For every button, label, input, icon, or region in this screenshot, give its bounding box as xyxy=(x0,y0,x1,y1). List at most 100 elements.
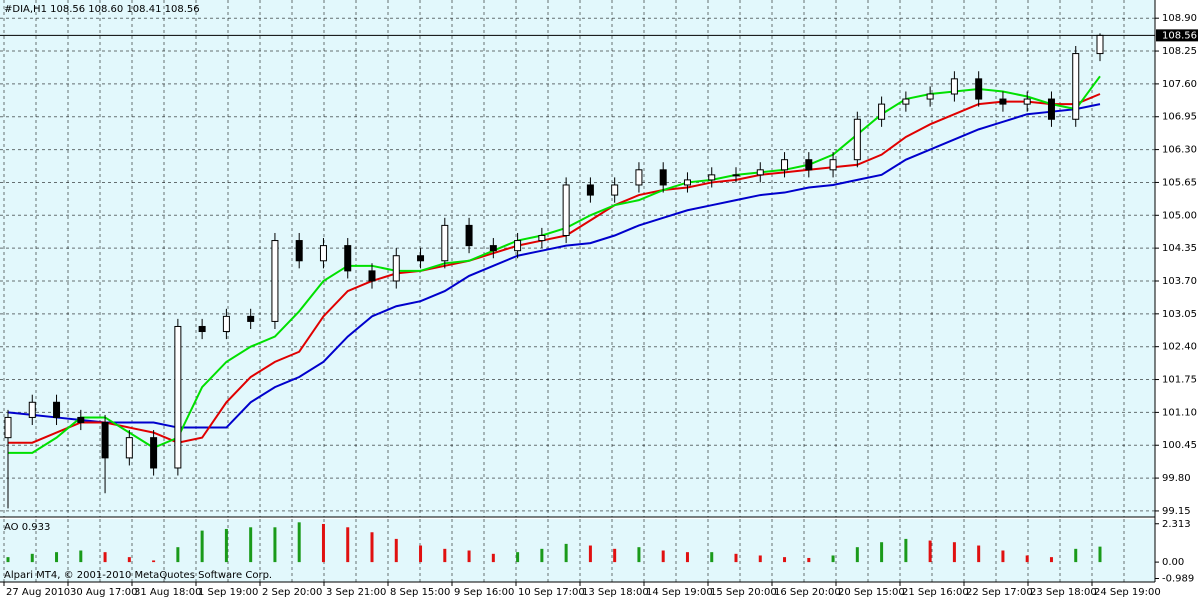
candle-body xyxy=(926,93,934,100)
candle-body xyxy=(708,174,716,181)
candle-body xyxy=(150,437,158,469)
x-tick-label: 22 Sep 17:00 xyxy=(966,587,1033,598)
y-tick-label: 102.40 xyxy=(1162,342,1197,353)
candle-body xyxy=(805,159,813,171)
y-tick-label: 106.30 xyxy=(1162,145,1197,156)
y-tick-label: 108.90 xyxy=(1162,13,1197,24)
ao-bar xyxy=(807,557,811,563)
chart-title: #DIA,H1 108.56 108.60 108.41 108.56 xyxy=(4,4,200,15)
ao-bar xyxy=(904,538,908,563)
x-tick-label: 21 Sep 16:00 xyxy=(902,587,969,598)
candle-body xyxy=(247,315,255,322)
ao-bar xyxy=(79,550,83,563)
candle-body xyxy=(1047,98,1055,120)
candle-body xyxy=(562,184,570,237)
y-tick-label: 105.00 xyxy=(1162,210,1197,221)
ao-bar xyxy=(419,545,423,563)
ao-bar xyxy=(103,552,107,563)
current-price-box xyxy=(1156,29,1198,42)
indicator-pane xyxy=(0,519,1155,582)
ao-bar xyxy=(1001,550,1005,563)
candle-body xyxy=(4,416,12,439)
indicator-line xyxy=(7,103,1101,429)
candle-body xyxy=(295,240,303,262)
x-tick-label: 30 Aug 17:00 xyxy=(70,587,137,598)
ao-bar xyxy=(637,547,641,563)
candle-body xyxy=(950,78,958,95)
ao-bar xyxy=(127,557,131,563)
ao-bar xyxy=(928,540,932,563)
ao-bar xyxy=(346,527,350,563)
candle-body xyxy=(732,174,740,177)
y-tick-label: 101.75 xyxy=(1162,375,1197,386)
x-tick-label: 9 Sep 16:00 xyxy=(454,587,514,598)
x-tick-label: 10 Sep 17:00 xyxy=(518,587,585,598)
y-tick-label: 100.45 xyxy=(1162,440,1197,451)
ao-bar xyxy=(1098,546,1102,563)
candle-body xyxy=(368,270,376,282)
y-tick-label: 0.00 xyxy=(1162,557,1184,568)
candle-body xyxy=(1023,98,1031,105)
x-tick-label: 31 Aug 18:00 xyxy=(134,587,201,598)
candle-body xyxy=(101,421,109,459)
y-tick-label: 107.60 xyxy=(1162,79,1197,90)
ao-bar xyxy=(297,522,301,563)
x-tick-label: 15 Sep 20:00 xyxy=(710,587,777,598)
candle-body xyxy=(417,255,425,262)
candle-body xyxy=(999,98,1007,105)
ao-bar xyxy=(540,548,544,563)
x-tick-label: 3 Sep 21:00 xyxy=(326,587,386,598)
candle-body xyxy=(538,235,546,242)
candle-body xyxy=(174,325,182,469)
ao-bar xyxy=(6,557,10,563)
ao-bar xyxy=(783,557,787,563)
ao-bar xyxy=(685,552,689,563)
candle-body xyxy=(781,159,789,171)
ao-bar xyxy=(758,555,762,563)
x-tick-label: 27 Aug 2010 xyxy=(6,587,70,598)
ao-bar xyxy=(200,530,204,563)
ao-bar xyxy=(249,527,253,563)
ao-bar xyxy=(224,528,228,563)
x-tick-label: 8 Sep 15:00 xyxy=(390,587,450,598)
candle-body xyxy=(441,224,449,262)
ao-bar xyxy=(880,542,884,563)
ao-bar xyxy=(152,560,156,563)
candle-body xyxy=(344,245,352,272)
y-tick-label: -0.989 xyxy=(1162,574,1194,585)
y-tick-label: 99.80 xyxy=(1162,473,1191,484)
price-pane xyxy=(0,0,1155,517)
candle-body xyxy=(125,437,133,459)
candle-body xyxy=(853,118,861,161)
candle-body xyxy=(222,315,230,333)
ao-bar xyxy=(443,548,447,563)
y-tick-label: 108.25 xyxy=(1162,46,1197,57)
candle-body xyxy=(28,401,36,418)
ao-bar xyxy=(661,550,665,563)
x-tick-label: 16 Sep 20:00 xyxy=(774,587,841,598)
ao-bar xyxy=(30,553,34,563)
ao-bar xyxy=(467,550,471,563)
candle-body xyxy=(611,184,619,196)
y-tick-label: 105.65 xyxy=(1162,177,1197,188)
ao-bar xyxy=(1049,557,1053,563)
candle-body xyxy=(1096,34,1104,55)
candle-body xyxy=(514,240,522,252)
candle-body xyxy=(319,245,327,262)
y-tick-label: 2.313 xyxy=(1162,519,1191,530)
x-tick-label: 13 Sep 18:00 xyxy=(582,587,649,598)
indicator-label: AO 0.933 xyxy=(4,522,50,533)
indicator-line xyxy=(8,75,1101,454)
y-tick-label: 101.10 xyxy=(1162,407,1197,418)
x-tick-label: 14 Sep 19:00 xyxy=(646,587,713,598)
ao-bar xyxy=(491,553,495,563)
y-tick-label: 103.05 xyxy=(1162,309,1197,320)
candle-body xyxy=(271,240,279,322)
x-tick-label: 1 Sep 19:00 xyxy=(198,587,258,598)
ao-bar xyxy=(952,542,956,563)
x-tick-label: 2 Sep 20:00 xyxy=(262,587,322,598)
ao-bar xyxy=(516,552,520,563)
candle-body xyxy=(975,78,983,100)
ao-bar xyxy=(734,553,738,563)
current-price-label: 108.56 xyxy=(1162,30,1197,41)
